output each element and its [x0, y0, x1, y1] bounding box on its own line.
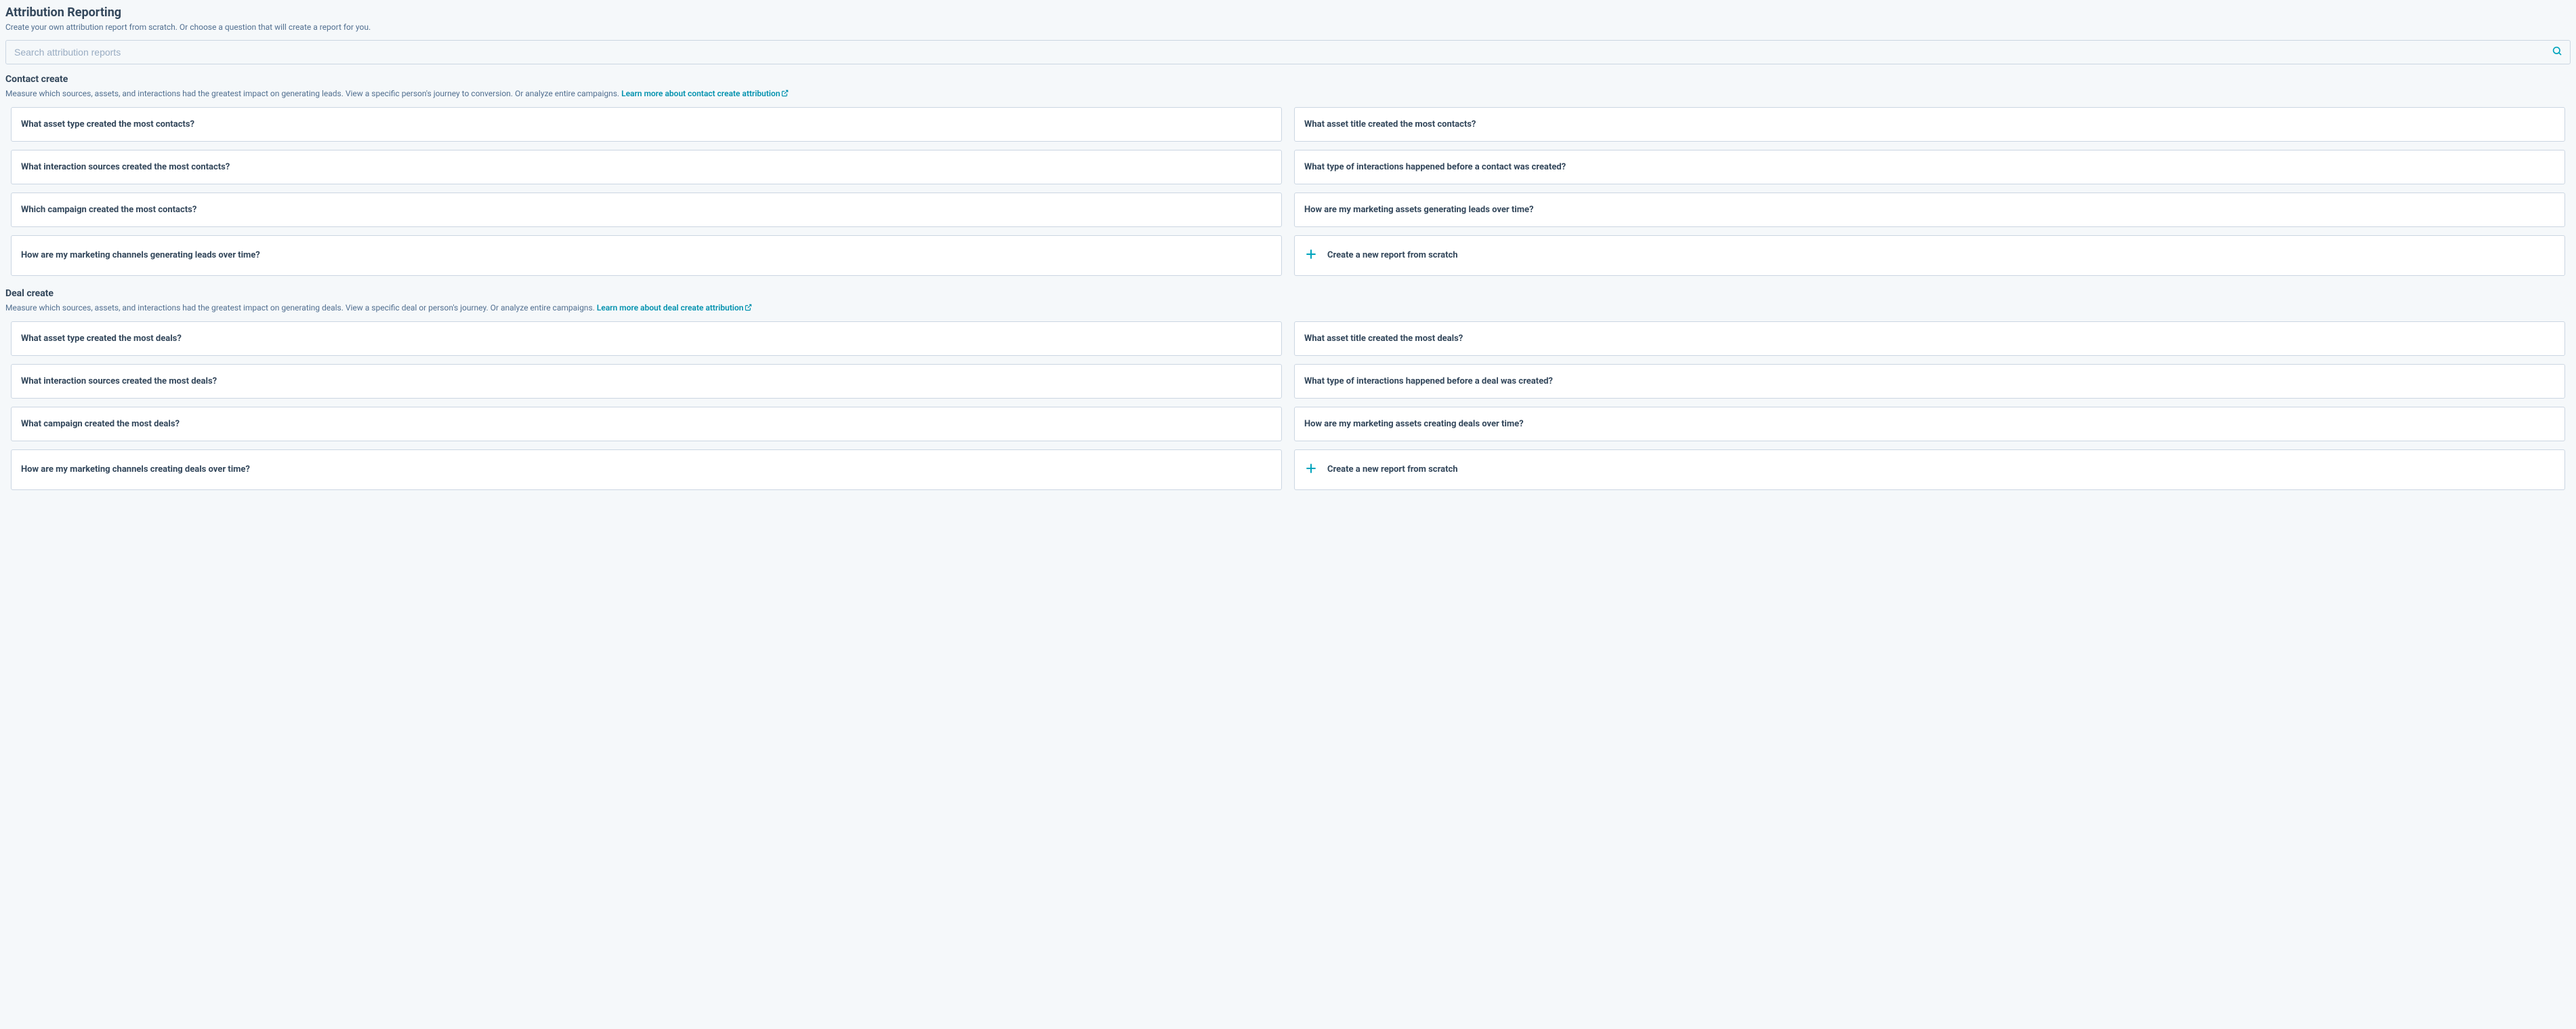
external-link-icon	[745, 304, 752, 313]
report-card-label: What asset title created the most deals?	[1304, 334, 1463, 344]
section-description-contact-create: Measure which sources, assets, and inter…	[5, 89, 2571, 99]
plus-icon	[1304, 462, 1318, 478]
section-title-contact-create: Contact create	[5, 74, 2571, 85]
report-card-label: What asset type created the most contact…	[21, 119, 194, 129]
search-input[interactable]	[5, 40, 2571, 64]
learn-more-link-deal-create[interactable]: Learn more about deal create attribution	[597, 303, 744, 312]
report-card[interactable]: What asset type created the most deals?	[11, 321, 1282, 356]
report-card-label: What interaction sources created the mos…	[21, 376, 217, 386]
section-description-text: Measure which sources, assets, and inter…	[5, 89, 621, 98]
card-grid-contact-create: What asset type created the most contact…	[5, 107, 2571, 276]
create-from-scratch-card[interactable]: Create a new report from scratch	[1294, 449, 2565, 490]
section-description-text: Measure which sources, assets, and inter…	[5, 303, 597, 312]
report-card[interactable]: How are my marketing assets generating l…	[1294, 193, 2565, 227]
learn-more-link-contact-create[interactable]: Learn more about contact create attribut…	[621, 89, 780, 98]
report-card[interactable]: What asset type created the most contact…	[11, 107, 1282, 142]
report-card[interactable]: What type of interactions happened befor…	[1294, 150, 2565, 184]
external-link-icon	[781, 89, 789, 99]
report-card-label: What type of interactions happened befor…	[1304, 376, 1553, 386]
report-card-label: What asset type created the most deals?	[21, 334, 182, 344]
report-card-label: What campaign created the most deals?	[21, 419, 180, 429]
report-card-label: How are my marketing assets creating dea…	[1304, 419, 1524, 429]
report-card-label: What type of interactions happened befor…	[1304, 162, 1566, 172]
section-description-deal-create: Measure which sources, assets, and inter…	[5, 303, 2571, 313]
create-from-scratch-label: Create a new report from scratch	[1327, 250, 1458, 260]
report-card-label: How are my marketing channels creating d…	[21, 464, 250, 475]
report-card[interactable]: What type of interactions happened befor…	[1294, 364, 2565, 399]
page-title: Attribution Reporting	[5, 5, 2571, 20]
report-card[interactable]: How are my marketing channels creating d…	[11, 449, 1282, 490]
report-card[interactable]: What interaction sources created the mos…	[11, 364, 1282, 399]
search-wrapper	[5, 40, 2571, 64]
report-card-label: Which campaign created the most contacts…	[21, 205, 196, 215]
report-card[interactable]: What campaign created the most deals?	[11, 407, 1282, 441]
report-card[interactable]: Which campaign created the most contacts…	[11, 193, 1282, 227]
report-card[interactable]: How are my marketing assets creating dea…	[1294, 407, 2565, 441]
report-card[interactable]: How are my marketing channels generating…	[11, 235, 1282, 276]
page-subtitle: Create your own attribution report from …	[5, 22, 2571, 32]
create-from-scratch-card[interactable]: Create a new report from scratch	[1294, 235, 2565, 276]
report-card-label: What interaction sources created the mos…	[21, 162, 230, 172]
report-card-label: What asset title created the most contac…	[1304, 119, 1476, 129]
report-card[interactable]: What asset title created the most deals?	[1294, 321, 2565, 356]
report-card[interactable]: What asset title created the most contac…	[1294, 107, 2565, 142]
create-from-scratch-label: Create a new report from scratch	[1327, 464, 1458, 475]
report-card[interactable]: What interaction sources created the mos…	[11, 150, 1282, 184]
card-grid-deal-create: What asset type created the most deals? W…	[5, 321, 2571, 490]
report-card-label: How are my marketing assets generating l…	[1304, 205, 1533, 215]
plus-icon	[1304, 247, 1318, 264]
report-card-label: How are my marketing channels generating…	[21, 250, 260, 260]
section-title-deal-create: Deal create	[5, 288, 2571, 299]
